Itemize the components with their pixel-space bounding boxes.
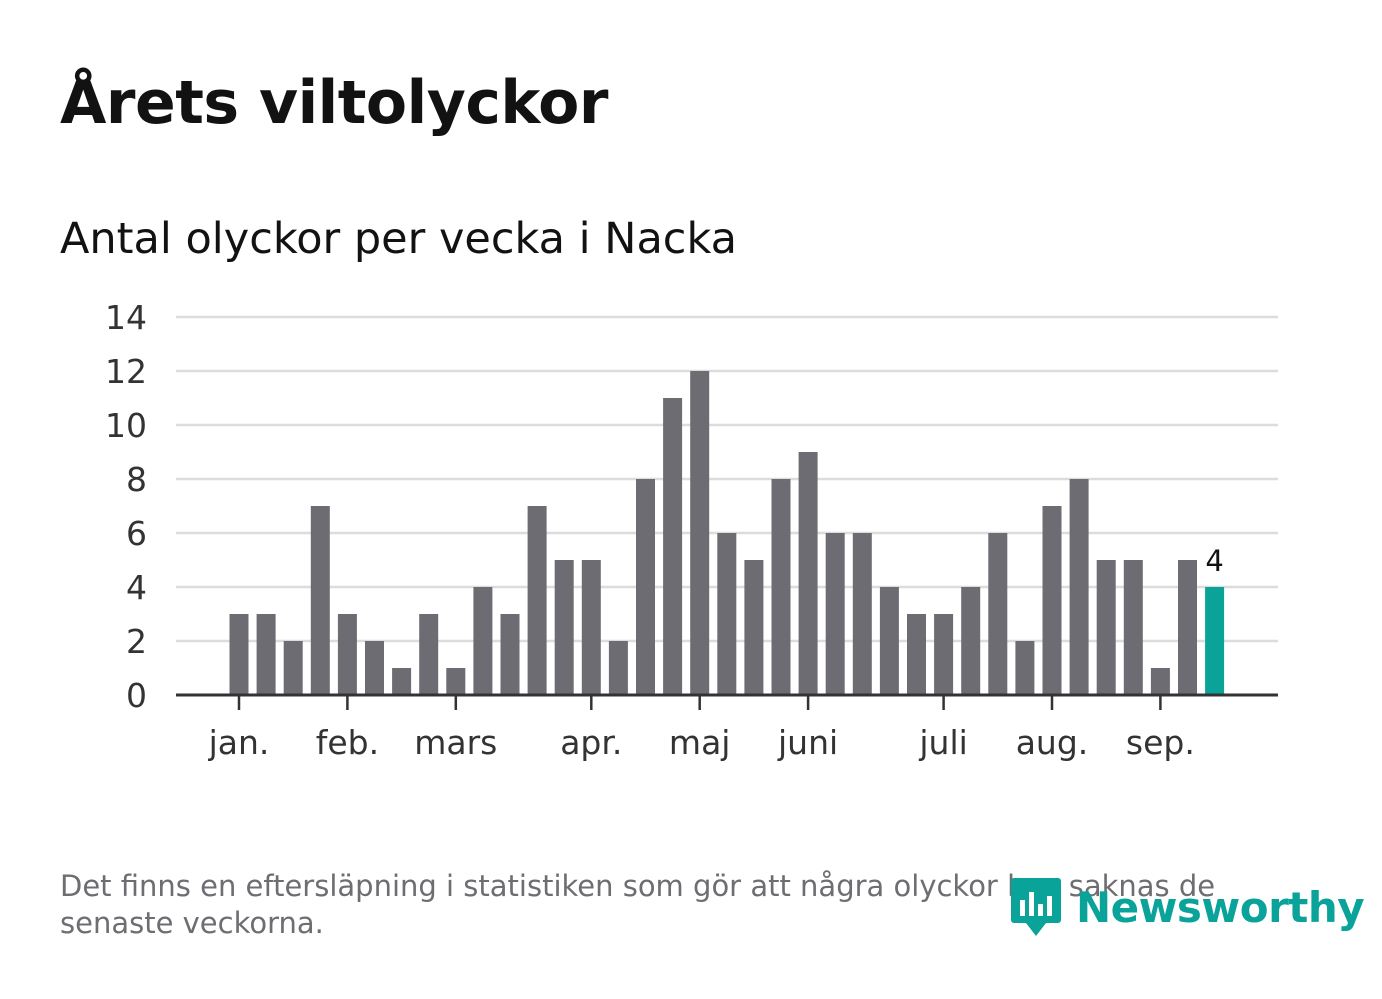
bar — [283, 641, 303, 695]
bar — [1042, 506, 1062, 695]
newsworthy-logo[interactable]: Newsworthy — [1010, 876, 1365, 938]
bar — [744, 560, 764, 695]
y-tick-label: 2 — [126, 622, 147, 661]
bar — [1150, 668, 1170, 695]
bar — [663, 398, 683, 695]
bar — [1069, 479, 1089, 695]
bar-chart: 0 2 4 6 8 10 12 14 4 jan. feb. mars apr. maj juni juli a… — [105, 298, 1278, 762]
bar — [581, 560, 601, 695]
bar — [365, 641, 384, 695]
bar — [636, 479, 655, 695]
bar — [717, 533, 737, 695]
y-tick-label: 0 — [126, 676, 147, 715]
chart-title: Årets viltolyckor — [60, 68, 609, 138]
bar — [988, 533, 1008, 695]
bar — [446, 668, 466, 695]
bar — [392, 668, 412, 695]
bar — [934, 614, 954, 695]
logo-text: Newsworthy — [1076, 882, 1365, 932]
bar — [310, 506, 330, 695]
bar — [798, 452, 818, 695]
y-tick-label: 6 — [126, 514, 147, 553]
bar — [554, 560, 574, 695]
x-tick-label: juli — [918, 723, 967, 762]
bar — [500, 614, 520, 695]
y-tick-label: 4 — [126, 568, 147, 607]
y-tick-label: 14 — [105, 298, 147, 337]
x-tick-label: aug. — [1016, 723, 1089, 762]
bar — [1123, 560, 1143, 695]
bar — [527, 506, 547, 695]
bar — [473, 587, 493, 695]
bar — [337, 614, 357, 695]
bar — [907, 614, 926, 695]
x-tick-label: juni — [777, 723, 838, 762]
bar — [1178, 560, 1197, 695]
bar — [1096, 560, 1116, 695]
y-tick-label: 10 — [105, 406, 147, 445]
x-tick-label: mars — [414, 723, 497, 762]
bar — [852, 533, 872, 695]
y-tick-label: 12 — [105, 352, 147, 391]
bar — [229, 614, 249, 695]
bar — [961, 587, 981, 695]
x-tick-label: sep. — [1126, 723, 1195, 762]
x-tick-label: jan. — [208, 723, 270, 762]
bar-highlight — [1205, 587, 1225, 695]
x-tick-label: feb. — [316, 723, 379, 762]
bar — [256, 614, 276, 695]
y-tick-label: 8 — [126, 460, 147, 499]
bar — [1015, 641, 1035, 695]
bar — [825, 533, 845, 695]
bar-value-label: 4 — [1205, 544, 1223, 578]
newsworthy-logo-icon — [1011, 878, 1061, 936]
bar — [690, 371, 710, 695]
bar — [879, 587, 899, 695]
chart-subtitle: Antal olyckor per vecka i Nacka — [60, 214, 737, 264]
x-tick-label: maj — [669, 723, 731, 762]
bar — [419, 614, 439, 695]
bar — [771, 479, 791, 695]
x-tick-label: apr. — [560, 723, 622, 762]
bar — [608, 641, 628, 695]
